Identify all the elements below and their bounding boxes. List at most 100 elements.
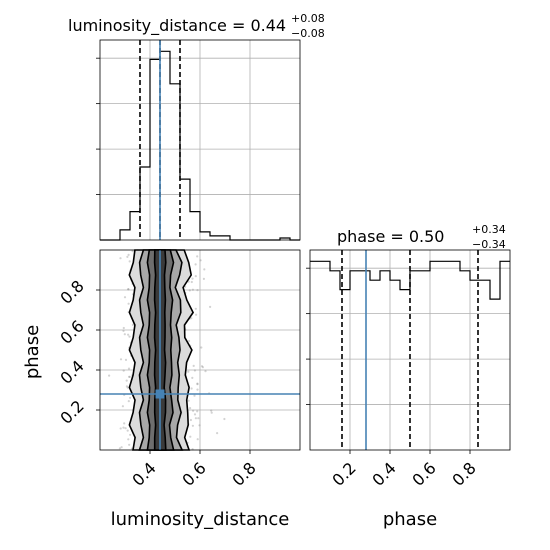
sample-point <box>189 407 192 410</box>
sample-point <box>127 333 130 336</box>
sample-point <box>190 280 193 284</box>
sample-point <box>203 268 206 271</box>
joint-truth-marker <box>155 389 165 399</box>
x-tick-label-phase-3: 0.8 <box>448 458 479 489</box>
sample-point <box>127 288 130 291</box>
x-axis-label-phase: phase <box>383 509 437 530</box>
sample-point <box>192 364 195 367</box>
panel-phase-histogram <box>306 249 511 451</box>
sample-point <box>123 333 126 336</box>
sample-point <box>196 289 199 292</box>
sample-point <box>190 317 193 320</box>
sample-point <box>125 379 128 382</box>
sample-point <box>223 417 226 421</box>
sample-point <box>191 277 194 280</box>
sample-point <box>129 433 132 436</box>
sample-point <box>128 375 131 378</box>
sample-point <box>119 257 122 260</box>
sample-point <box>122 369 125 372</box>
title-luminosity-distance: luminosity_distance = 0.44 +0.08 −0.08 <box>68 12 325 40</box>
sample-point <box>192 409 195 412</box>
sample-point <box>209 305 212 308</box>
sample-point <box>128 443 131 446</box>
sample-point <box>191 424 194 427</box>
sample-point <box>200 346 203 349</box>
sample-point <box>126 255 129 258</box>
sample-point <box>200 365 204 368</box>
sample-point <box>125 385 128 388</box>
sample-point <box>188 339 191 343</box>
sample-point <box>193 413 197 416</box>
sample-point <box>210 411 213 414</box>
sample-point <box>119 427 122 430</box>
sample-point <box>202 277 205 280</box>
sample-point <box>197 417 200 420</box>
sample-point <box>124 427 127 430</box>
sample-point <box>122 326 125 330</box>
sample-point <box>194 307 197 310</box>
sample-point <box>189 435 192 438</box>
sample-point <box>188 289 191 292</box>
sample-point <box>126 429 129 432</box>
sample-point <box>191 288 194 291</box>
x-tick-label-phase-1: 0.4 <box>368 458 399 489</box>
sample-point <box>196 410 199 413</box>
sample-point <box>127 253 130 256</box>
sample-point <box>131 250 134 253</box>
title-ld-main: luminosity_distance = 0.44 <box>68 16 286 36</box>
sample-point <box>196 388 199 391</box>
sample-point <box>195 313 198 316</box>
title-ld-sub: −0.08 <box>291 27 325 40</box>
title-phase-sup: +0.34 <box>472 223 506 236</box>
sample-point <box>194 263 197 266</box>
title-phase: phase = 0.50 +0.34 −0.34 <box>337 223 506 251</box>
x-tick-label-ld-0: 0.4 <box>128 458 159 489</box>
sample-point <box>198 424 201 427</box>
sample-point <box>124 358 128 361</box>
y-tick-label-phase-2: 0.6 <box>56 316 87 347</box>
sample-point <box>127 438 130 441</box>
sample-point <box>191 376 194 379</box>
sample-point <box>196 255 199 258</box>
sample-point <box>127 400 130 403</box>
sample-point <box>204 370 207 373</box>
sample-point <box>120 446 123 449</box>
y-tick-label-phase-0: 0.2 <box>56 396 87 427</box>
sample-point <box>196 383 199 386</box>
sample-point <box>119 358 123 361</box>
phase-histogram-step <box>310 260 510 300</box>
sample-point <box>196 438 199 441</box>
sample-point <box>216 432 219 435</box>
y-tick-label-phase-3: 0.8 <box>56 276 87 307</box>
x-tick-label-ld-2: 0.8 <box>228 458 259 489</box>
title-phase-sub: −0.34 <box>472 238 506 251</box>
sample-point <box>127 288 130 291</box>
sample-point <box>126 386 129 389</box>
sample-point <box>128 375 131 378</box>
sample-point <box>128 335 131 338</box>
x-axis-label-luminosity-distance: luminosity_distance <box>111 509 290 530</box>
sample-point <box>128 260 131 263</box>
sample-point <box>123 296 127 299</box>
sample-point <box>196 382 199 385</box>
sample-point <box>127 302 130 305</box>
y-axis-label-phase: phase <box>22 325 43 379</box>
sample-point <box>122 329 125 332</box>
sample-point <box>190 387 193 390</box>
phase-frame <box>309 249 511 451</box>
sample-point <box>118 447 121 450</box>
x-tick-label-phase-0: 0.2 <box>328 458 359 489</box>
sample-point <box>108 374 111 377</box>
sample-point <box>187 399 190 402</box>
x-tick-label-ld-1: 0.6 <box>178 458 209 489</box>
sample-point <box>123 422 126 425</box>
sample-point <box>189 418 192 422</box>
sample-point <box>187 370 190 373</box>
sample-point <box>193 369 196 372</box>
title-phase-main: phase = 0.50 <box>337 227 444 246</box>
sample-point <box>127 367 131 370</box>
sample-point <box>193 394 196 397</box>
sample-point <box>121 405 124 408</box>
sample-point <box>194 417 197 420</box>
